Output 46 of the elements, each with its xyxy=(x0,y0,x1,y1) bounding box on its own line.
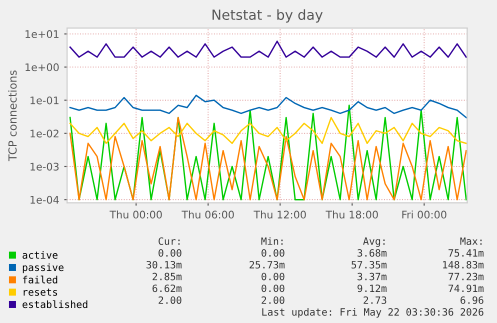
y-tick-label: 1e+00 xyxy=(26,63,59,72)
line-series xyxy=(69,94,467,118)
text: 3.37m xyxy=(358,272,387,280)
x-tick-label: Thu 18:00 xyxy=(326,210,378,219)
x-tick-label: Fri 00:00 xyxy=(402,210,446,219)
y-tick-label: 1e-03 xyxy=(30,162,59,171)
y-tick-label: 1e-02 xyxy=(30,130,58,138)
text: 9.12m xyxy=(358,284,387,292)
text: 0.00 xyxy=(262,249,284,257)
y-tick-label: 1e-01 xyxy=(30,96,58,104)
text: 0.00 xyxy=(262,272,284,280)
text: Avg: xyxy=(363,237,385,247)
text: Last update: Fri May 22 03:30:36 2026 xyxy=(262,308,484,318)
legend-label: resets xyxy=(24,288,58,296)
legend-label: established xyxy=(22,300,88,308)
legend-label: active xyxy=(22,251,58,259)
text: 2.85m xyxy=(152,272,182,280)
x-tick-label: Thu 06:00 xyxy=(182,210,234,219)
y-tick-label: 1e+01 xyxy=(26,30,58,38)
text: 30.13m xyxy=(146,260,182,269)
text: 2.00 xyxy=(262,296,284,304)
y-tick-label: 1e-04 xyxy=(30,196,59,204)
text: 74.91m xyxy=(448,284,484,292)
text: Max: xyxy=(460,237,482,245)
text: 0.00 xyxy=(158,249,182,257)
text: 0.00 xyxy=(262,284,284,292)
text: 6.96 xyxy=(460,296,484,304)
text: 148.83m xyxy=(443,260,484,269)
text: 75.41m xyxy=(448,249,484,257)
legend-label: passive xyxy=(22,263,64,274)
x-tick-label: Thu 12:00 xyxy=(254,210,306,219)
text: 57.35m xyxy=(352,260,387,269)
text: 3.68m xyxy=(358,249,387,257)
x-tick-label: Thu 00:00 xyxy=(110,210,162,219)
text: 2.00 xyxy=(158,296,182,304)
chart-title: Netstat - by day xyxy=(212,9,323,23)
line-series xyxy=(69,40,467,58)
legend-label: failed xyxy=(22,276,58,284)
text: 2.73 xyxy=(364,296,386,304)
text: 6.62m xyxy=(152,284,182,292)
text: 77.23m xyxy=(448,272,484,280)
line-series xyxy=(69,116,467,144)
text: 25.73m xyxy=(250,260,285,269)
text: Cur: xyxy=(158,237,180,245)
y-axis-title: TCP connections xyxy=(8,70,17,162)
text: Min: xyxy=(261,237,283,245)
